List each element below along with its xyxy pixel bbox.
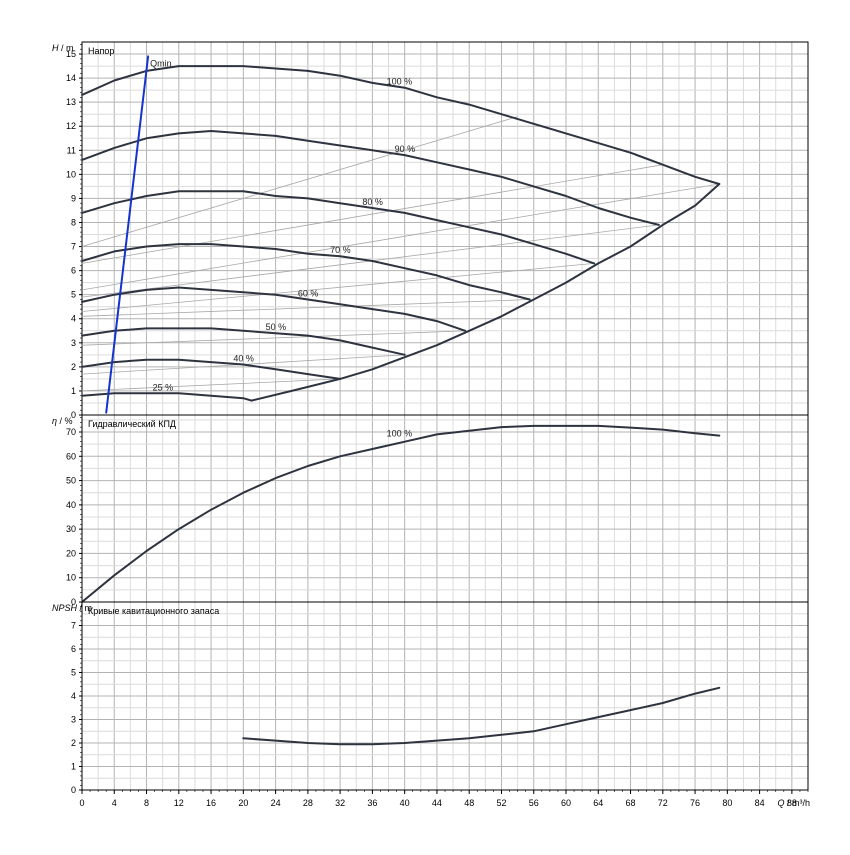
x-tick-label: 76 [690,798,700,808]
y-tick-label: 1 [71,762,76,772]
y-tick-label: 15 [66,49,76,59]
panel-frame [81,414,809,603]
y-tick-label: 70 [66,427,76,437]
y-tick-label: 2 [71,362,76,372]
efficiency-iso-line [81,183,720,291]
curve-90 [81,130,660,226]
y-tick-label: 6 [71,266,76,276]
x-tick-label: 72 [658,798,668,808]
curve-label: 70 % [330,245,351,255]
efficiency-iso-line [81,116,518,247]
curve-label: 100 % [387,428,413,438]
x-tick-label: 44 [432,798,442,808]
curve-label: 90 % [395,144,416,154]
x-tick-label: 56 [529,798,539,808]
y-tick-label: 30 [66,524,76,534]
y-tick-label: 7 [71,621,76,631]
x-tick-label: 84 [755,798,765,808]
y-tick-label: 3 [71,338,76,348]
curve-label: 40 % [233,353,254,363]
x-tick-label: 64 [593,798,603,808]
curve-70 [81,243,531,301]
y-tick-label: 9 [71,193,76,203]
efficiency-iso-line [81,330,466,346]
x-tick-label: 0 [79,798,84,808]
x-tick-label: 8 [144,798,149,808]
y-tick-label: 0 [71,410,76,420]
curve-label: 25 % [153,382,174,392]
efficiency-iso-line [81,299,531,317]
y-tick-label: 14 [66,73,76,83]
y-tick-label: 4 [71,691,76,701]
x-tick-label: 80 [722,798,732,808]
panel-efficiency: 0 10 20 30 40 50 60 70η / % Гидравлический КПД 10… [52,414,809,607]
x-axis-label: Q / m³/h [777,798,810,808]
x-tick-label: 52 [496,798,506,808]
y-tick-label: 8 [71,217,76,227]
y-tick-label: 12 [66,121,76,131]
panel-frame [81,41,809,416]
y-tick-label: 5 [71,290,76,300]
y-tick-label: 0 [71,785,76,795]
curve-60 [81,286,467,332]
curve-80 [81,190,596,265]
y-tick-label: 50 [66,476,76,486]
y-tick-label: 5 [71,668,76,678]
x-tick-label: 4 [112,798,117,808]
y-tick-label: 10 [66,573,76,583]
y-tick-label: 2 [71,738,76,748]
y-tick-label: 10 [66,169,76,179]
operating-limit-curve [250,183,721,402]
curve-npsh [242,686,721,746]
x-tick-label: 20 [238,798,248,808]
y-axis-label: NPSH / m [52,603,92,613]
x-tick-label: 16 [206,798,216,808]
y-tick-label: 6 [71,644,76,654]
y-tick-label: 20 [66,548,76,558]
efficiency-iso-line [81,262,595,312]
x-tick-label: 40 [400,798,410,808]
panel-title: Кривые кавитационного запаса [88,606,219,616]
curve-label: 100 % [387,77,413,87]
y-tick-label: 4 [71,314,76,324]
y-tick-label: 3 [71,715,76,725]
x-tick-label: 12 [174,798,184,808]
qmin-line [105,55,150,414]
y-axis-label: η / % [52,416,73,426]
curve-label: 50 % [266,322,287,332]
y-tick-label: 11 [67,145,76,155]
panel-title: Гидравлический КПД [88,419,176,429]
x-tick-label: 36 [367,798,377,808]
curve-label: 60 % [298,288,319,298]
x-tick-label: 60 [561,798,571,808]
efficiency-iso-line [81,164,664,264]
panel-title: Напор [88,46,114,56]
x-tick-label: 28 [303,798,313,808]
curve-40 [81,358,342,380]
x-tick-label: 24 [271,798,281,808]
curve-100 [81,65,721,185]
y-tick-label: 0 [71,597,76,607]
curve-100 [81,424,721,603]
curve-50 [81,327,406,356]
y-tick-label: 40 [66,500,76,510]
x-tick-label: 68 [626,798,636,808]
curve-25 [81,392,253,402]
x-tick-label: 32 [335,798,345,808]
y-tick-label: 1 [71,386,76,396]
x-tick-label: 88 [787,798,797,808]
y-tick-label: 13 [66,97,76,107]
y-tick-label: 7 [71,242,76,252]
y-tick-label: 60 [66,451,76,461]
efficiency-iso-line [81,378,341,392]
qmin-label: Qmin [150,58,172,68]
y-axis-label: H / m [52,43,74,53]
curve-label: 80 % [362,197,383,207]
x-tick-label: 48 [464,798,474,808]
